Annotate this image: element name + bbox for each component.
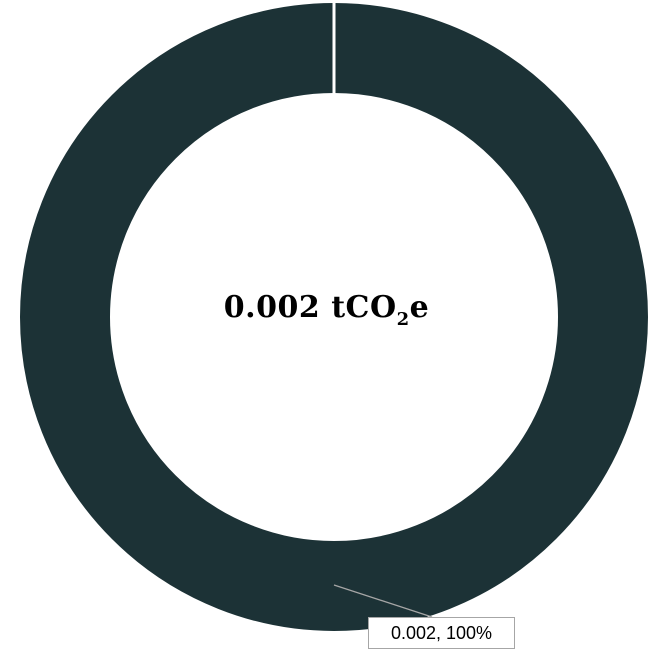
center-total-value: 0.002 — [223, 290, 321, 325]
data-label: 0.002, 100% — [368, 617, 515, 649]
center-total-label: 0.002 tCO2e — [0, 290, 653, 330]
center-total-unit-subscript: 2 — [396, 309, 410, 330]
center-total-unit-prefix: tCO — [331, 290, 397, 325]
slice-layer — [20, 1, 648, 631]
data-label-leader-line — [333, 584, 433, 618]
center-total-unit-suffix: e — [409, 290, 430, 325]
